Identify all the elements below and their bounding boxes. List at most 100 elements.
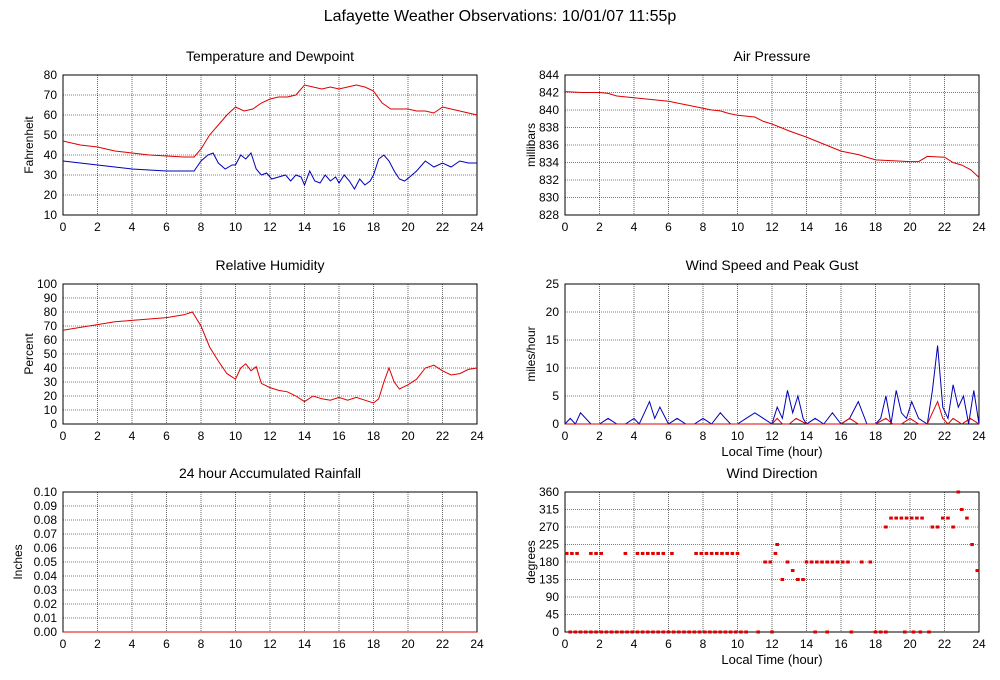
humidity-y-tick-label: 30 [44, 375, 58, 389]
direction-point [640, 630, 645, 634]
direction-point [570, 551, 574, 555]
direction-point [744, 630, 748, 634]
wind-series-line-red [565, 400, 980, 425]
direction-point [623, 551, 628, 555]
rain-y-tick-label: 0.05 [34, 555, 58, 569]
wind-x-tick-label: 6 [665, 429, 672, 443]
temp-y-tick-label: 70 [44, 88, 58, 102]
direction-point [846, 560, 850, 564]
direction-x-tick-label: 2 [596, 637, 603, 651]
direction-point [640, 551, 645, 555]
direction-point [728, 630, 733, 634]
pressure-y-tick-label: 836 [539, 138, 559, 152]
rain-x-tick-label: 0 [60, 637, 67, 651]
rain-x-tick-label: 8 [198, 637, 205, 651]
direction-point [835, 560, 840, 564]
wind-x-tick-label: 14 [800, 429, 814, 443]
temp-y-tick-label: 80 [44, 68, 58, 82]
wind-y-tick-label: 25 [546, 277, 560, 291]
direction-point [946, 516, 950, 520]
direction-point [739, 630, 743, 634]
rain-x-tick-label: 14 [298, 637, 312, 651]
humidity-x-tick-label: 18 [367, 429, 381, 443]
wind-y-axis-label: miles/hour [524, 326, 538, 381]
direction-point [801, 578, 805, 581]
rain-y-tick-label: 0.02 [34, 597, 58, 611]
direction-point [646, 630, 650, 634]
humidity-x-tick-label: 22 [436, 429, 450, 443]
pressure-y-tick-label: 842 [539, 86, 559, 100]
humidity-x-tick-label: 0 [60, 429, 67, 443]
wind-x-tick-label: 0 [562, 429, 569, 443]
direction-y-tick-label: 180 [539, 555, 559, 569]
direction-point [785, 560, 790, 564]
pressure-x-tick-label: 14 [800, 220, 814, 234]
direction-point [599, 630, 604, 634]
humidity-x-tick-label: 24 [470, 429, 484, 443]
direction-x-tick-label: 12 [765, 637, 779, 651]
direction-x-tick-label: 4 [631, 637, 638, 651]
direction-point [815, 560, 819, 564]
direction-point [699, 551, 704, 555]
direction-point [735, 551, 740, 555]
direction-point [959, 508, 964, 511]
direction-point [780, 578, 785, 581]
direction-x-tick-label: 14 [800, 637, 814, 651]
wind-x-tick-label: 20 [903, 429, 917, 443]
wind-y-tick-label: 0 [552, 417, 559, 431]
direction-point [609, 630, 614, 634]
direction-point [568, 630, 572, 634]
rain-y-tick-label: 0.06 [34, 541, 58, 555]
direction-point [702, 630, 707, 634]
humidity-y-tick-label: 100 [37, 277, 57, 291]
direction-x-tick-label: 24 [972, 637, 986, 651]
wind-x-axis-label: Local Time (hour) [721, 444, 822, 459]
direction-point [575, 551, 579, 555]
temp-y-axis-label: Fahrenheit [22, 116, 36, 174]
temp-y-tick-label: 40 [44, 148, 58, 162]
humidity-y-tick-label: 50 [44, 347, 58, 361]
direction-point [894, 516, 898, 520]
direction-point [830, 560, 835, 564]
pressure-x-tick-label: 10 [731, 220, 745, 234]
direction-point [820, 560, 824, 564]
direction-point [564, 551, 569, 555]
temp-x-tick-label: 18 [367, 220, 381, 234]
rain-x-tick-label: 16 [332, 637, 346, 651]
direction-point [884, 525, 888, 529]
direction-point [915, 516, 919, 520]
direction-x-tick-label: 6 [665, 637, 672, 651]
direction-x-tick-label: 18 [869, 637, 883, 651]
temp-x-tick-label: 14 [298, 220, 312, 234]
pressure-x-tick-label: 22 [938, 220, 952, 234]
direction-point [704, 551, 709, 555]
direction-point [796, 578, 800, 581]
rain-x-tick-label: 18 [367, 637, 381, 651]
direction-point [904, 516, 909, 520]
humidity-y-tick-label: 60 [44, 333, 58, 347]
temp-x-tick-label: 10 [229, 220, 243, 234]
temp-plot-frame [62, 74, 478, 216]
pressure-series-line-red [564, 91, 980, 178]
wind-x-tick-label: 18 [869, 429, 883, 443]
page-title: Lafayette Weather Observations: 10/01/07… [323, 8, 677, 25]
humidity-y-tick-label: 80 [44, 305, 58, 319]
direction-point [889, 516, 893, 520]
temp-y-tick-label: 30 [44, 168, 58, 182]
direction-point [768, 560, 773, 564]
direction-point [935, 525, 940, 529]
direction-point [625, 630, 629, 634]
pressure-x-tick-label: 12 [765, 220, 779, 234]
direction-point [656, 551, 660, 555]
direction-point [589, 630, 593, 634]
direction-point [965, 516, 969, 520]
direction-point [594, 551, 598, 555]
rain-x-tick-label: 10 [229, 637, 243, 651]
humidity-y-tick-label: 40 [44, 361, 58, 375]
direction-point [763, 560, 767, 564]
pressure-y-tick-label: 828 [539, 208, 559, 222]
direction-point [951, 525, 955, 529]
